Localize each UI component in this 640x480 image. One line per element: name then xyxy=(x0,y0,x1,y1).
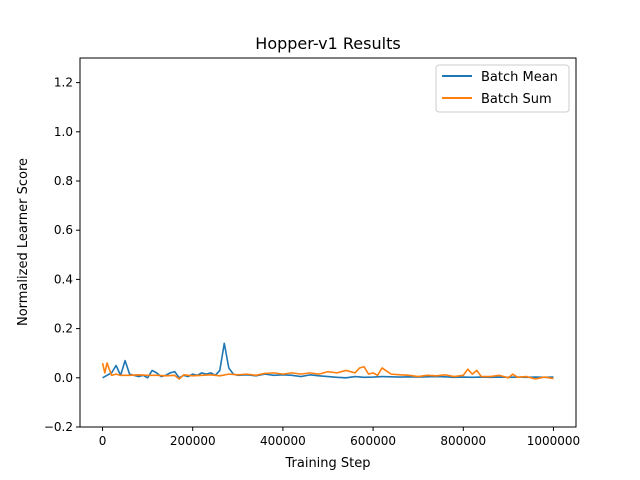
y-tick-label: 0.6 xyxy=(54,223,73,237)
x-tick-label: 400000 xyxy=(260,434,306,448)
y-axis: −0.2 0.0 0.2 0.4 0.6 0.8 1.0 1.2 xyxy=(44,76,80,434)
axes-frame xyxy=(79,57,577,428)
x-tick-label: 600000 xyxy=(350,434,396,448)
y-tick-label: 1.2 xyxy=(54,76,73,90)
y-tick-label: 1.0 xyxy=(54,125,73,139)
y-tick-label: 0.2 xyxy=(54,322,73,336)
y-tick-label: 0.8 xyxy=(54,174,73,188)
x-axis: 0 200000 400000 600000 800000 1000000 xyxy=(99,427,580,448)
y-tick-label: 0.0 xyxy=(54,371,73,385)
chart-title: Hopper-v1 Results xyxy=(255,34,400,53)
series-line-batch-sum xyxy=(101,362,554,380)
plot-area xyxy=(79,57,577,428)
legend-label-batch-mean: Batch Mean xyxy=(481,70,558,85)
x-tick-label: 1000000 xyxy=(527,434,580,448)
y-axis-label: Normalized Learner Score xyxy=(16,158,31,326)
x-axis-label: Training Step xyxy=(284,456,370,471)
x-tick-label: 0 xyxy=(99,434,107,448)
y-tick-label: 0.4 xyxy=(54,272,73,286)
x-tick-label: 800000 xyxy=(440,434,486,448)
legend-label-batch-sum: Batch Sum xyxy=(481,92,552,107)
x-tick-label: 200000 xyxy=(170,434,216,448)
legend: Batch Mean Batch Sum xyxy=(435,64,570,113)
series-group xyxy=(101,342,554,380)
y-tick-label: −0.2 xyxy=(44,420,73,434)
